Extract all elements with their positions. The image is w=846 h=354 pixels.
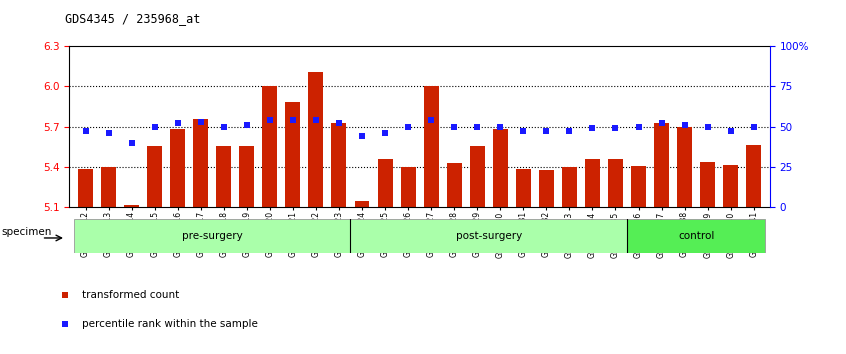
Bar xyxy=(124,205,139,207)
Bar xyxy=(354,201,370,207)
Bar xyxy=(78,169,93,207)
Bar xyxy=(217,146,231,207)
Text: post-surgery: post-surgery xyxy=(456,231,522,241)
Bar xyxy=(654,122,669,207)
Bar xyxy=(101,167,116,207)
Bar xyxy=(562,167,577,207)
Bar xyxy=(723,165,739,207)
Text: GDS4345 / 235968_at: GDS4345 / 235968_at xyxy=(65,12,201,25)
Bar xyxy=(401,167,415,207)
Text: percentile rank within the sample: percentile rank within the sample xyxy=(82,319,258,329)
Bar xyxy=(309,72,323,207)
Bar xyxy=(332,122,347,207)
Bar xyxy=(377,159,393,207)
Bar xyxy=(539,170,554,207)
Bar xyxy=(262,86,277,207)
Bar xyxy=(239,146,255,207)
Bar xyxy=(677,126,692,207)
Text: control: control xyxy=(678,231,714,241)
Bar xyxy=(147,146,162,207)
Bar xyxy=(447,164,462,207)
Bar xyxy=(492,129,508,207)
Text: pre-surgery: pre-surgery xyxy=(182,231,243,241)
Text: specimen: specimen xyxy=(2,227,52,237)
Bar xyxy=(746,145,761,207)
Bar xyxy=(608,159,623,207)
Bar xyxy=(700,162,715,207)
Bar xyxy=(285,102,300,207)
Bar xyxy=(193,119,208,207)
Text: transformed count: transformed count xyxy=(82,290,179,300)
Bar xyxy=(170,129,185,207)
Bar xyxy=(350,219,627,253)
Bar xyxy=(424,86,438,207)
Bar xyxy=(74,219,350,253)
Bar xyxy=(631,166,646,207)
Bar xyxy=(585,159,600,207)
Bar xyxy=(470,146,485,207)
Bar xyxy=(627,219,766,253)
Bar xyxy=(516,169,530,207)
